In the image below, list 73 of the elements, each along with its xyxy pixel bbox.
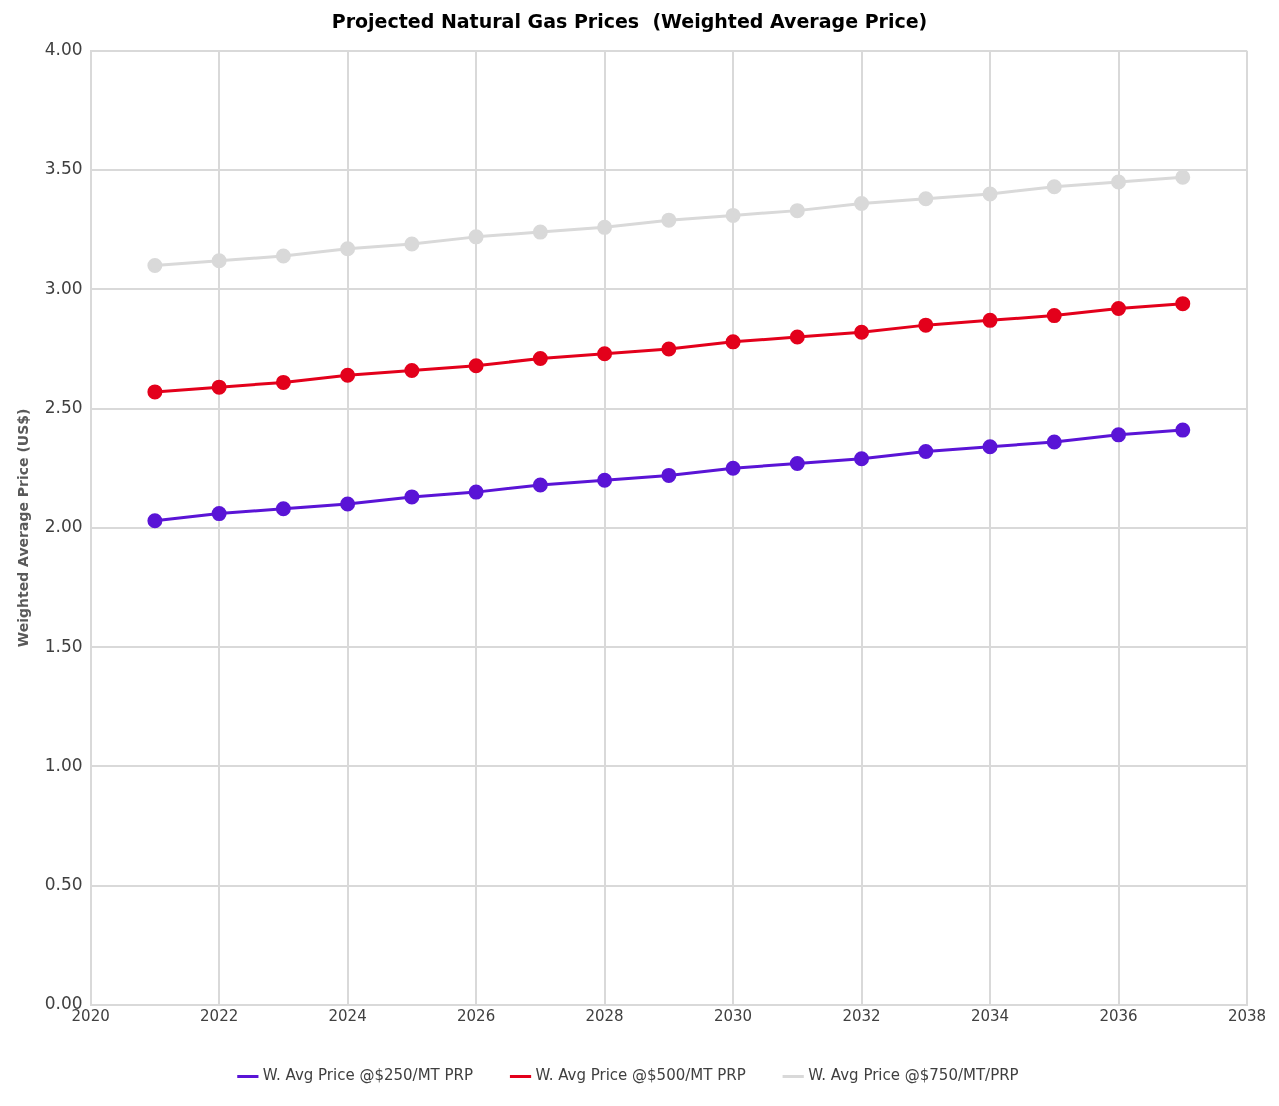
y-tick-label: 2.00 xyxy=(44,516,83,537)
point xyxy=(854,451,870,467)
y-tick-label: 1.50 xyxy=(44,635,83,656)
y-tick-label: 3.50 xyxy=(44,158,83,179)
y-axis-title: Weighted Average Price (US$) xyxy=(15,408,32,648)
point xyxy=(532,477,548,493)
point xyxy=(1175,296,1191,312)
y-tick-label: 2.50 xyxy=(44,397,83,418)
point xyxy=(468,484,484,500)
point xyxy=(597,346,613,362)
point xyxy=(789,203,805,219)
x-tick-label: 2028 xyxy=(585,1006,624,1025)
point xyxy=(340,367,356,383)
y-tick-label: 4.00 xyxy=(44,39,83,60)
point xyxy=(468,358,484,374)
x-tick-label: 2030 xyxy=(713,1006,753,1025)
point xyxy=(275,374,291,390)
point xyxy=(340,241,356,257)
point xyxy=(1046,308,1062,324)
point xyxy=(789,329,805,345)
point xyxy=(211,253,227,269)
point xyxy=(147,384,163,400)
point xyxy=(661,212,677,228)
x-tick-label: 2034 xyxy=(970,1006,1010,1025)
point xyxy=(918,317,934,333)
point xyxy=(1111,300,1127,316)
x-tick-label: 2032 xyxy=(842,1006,881,1025)
legend-label: W. Avg Price @$500/MT PRP xyxy=(535,1066,746,1085)
point xyxy=(404,489,420,505)
point xyxy=(404,362,420,378)
point xyxy=(597,472,613,488)
legend-label: W. Avg Price @$750/MT/PRP xyxy=(808,1066,1019,1085)
x-tick-label: 2036 xyxy=(1099,1006,1138,1025)
point xyxy=(404,236,420,252)
point xyxy=(1046,179,1062,195)
point xyxy=(147,258,163,273)
point xyxy=(211,506,227,522)
point xyxy=(1046,434,1062,450)
y-tick-label: 0.50 xyxy=(44,874,83,895)
point xyxy=(725,207,741,223)
point xyxy=(532,351,548,367)
point xyxy=(340,496,356,512)
x-tick-label: 2024 xyxy=(328,1006,367,1025)
point xyxy=(1111,174,1127,190)
point xyxy=(725,334,741,350)
point xyxy=(982,186,998,202)
point xyxy=(468,229,484,245)
y-tick-label: 1.00 xyxy=(44,754,83,775)
point xyxy=(597,219,613,235)
point xyxy=(1175,169,1191,185)
point xyxy=(854,324,870,340)
point xyxy=(532,224,548,240)
point xyxy=(789,455,805,471)
point xyxy=(661,341,677,357)
x-tick-label: 2022 xyxy=(200,1006,239,1025)
x-tick-label: 2038 xyxy=(1227,1006,1267,1025)
point xyxy=(1111,427,1127,443)
chart-title: Projected Natural Gas Prices (Weighted Average Price) xyxy=(331,10,928,33)
point xyxy=(725,460,741,476)
x-tick-label: 2026 xyxy=(457,1006,496,1025)
legend-label: W. Avg Price @$250/MT PRP xyxy=(262,1066,474,1085)
y-tick-label: 3.00 xyxy=(44,277,83,298)
point xyxy=(275,248,291,264)
point xyxy=(918,444,934,460)
point xyxy=(982,312,998,328)
point xyxy=(147,513,163,529)
point xyxy=(1175,422,1191,438)
point xyxy=(275,501,291,517)
point xyxy=(661,467,677,483)
point xyxy=(211,379,227,395)
point xyxy=(918,191,934,207)
point xyxy=(854,195,870,211)
point xyxy=(982,439,998,455)
